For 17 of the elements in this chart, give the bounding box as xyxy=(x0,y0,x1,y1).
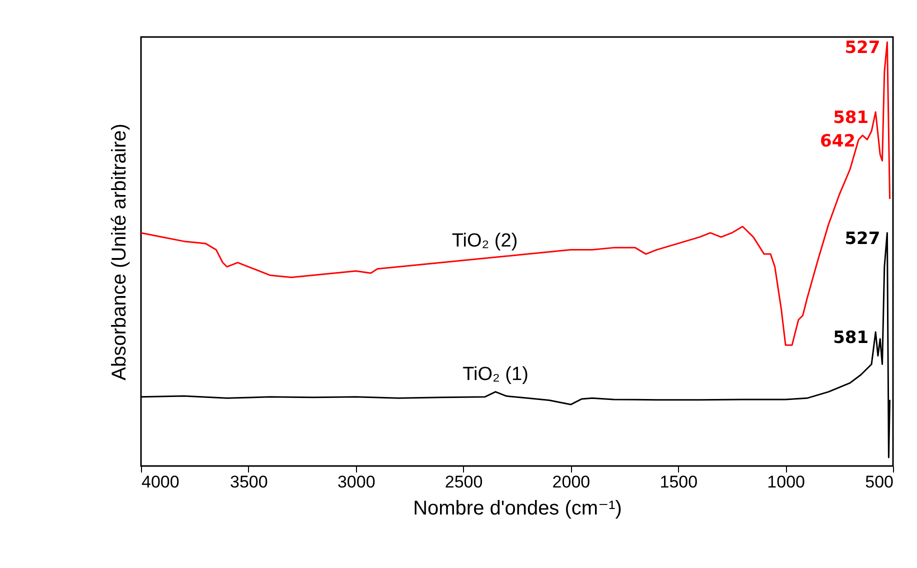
x-tick-label: 500 xyxy=(865,472,894,492)
x-axis-title: Nombre d'ondes (cm⁻¹) xyxy=(413,498,622,520)
annotation: 581 xyxy=(833,108,869,128)
annotation: 642 xyxy=(820,131,856,152)
x-tick-label: 3500 xyxy=(230,472,268,492)
x-tick-label: 1000 xyxy=(767,472,805,492)
x-tick-label: 3000 xyxy=(337,472,376,492)
series-label: TiO₂ (2) xyxy=(452,230,518,252)
annotation: 527 xyxy=(844,38,880,58)
x-tick-label: 2000 xyxy=(552,472,590,492)
x-tick-label: 4000 xyxy=(142,472,180,492)
y-axis-title: Absorbance (Unité arbitraire) xyxy=(108,124,130,380)
series-label: TiO₂ (1) xyxy=(462,364,528,385)
annotation: 581 xyxy=(833,328,869,348)
x-tick-label: 1500 xyxy=(660,472,698,492)
annotation: 527 xyxy=(844,228,880,249)
x-tick-label: 2500 xyxy=(444,472,483,492)
